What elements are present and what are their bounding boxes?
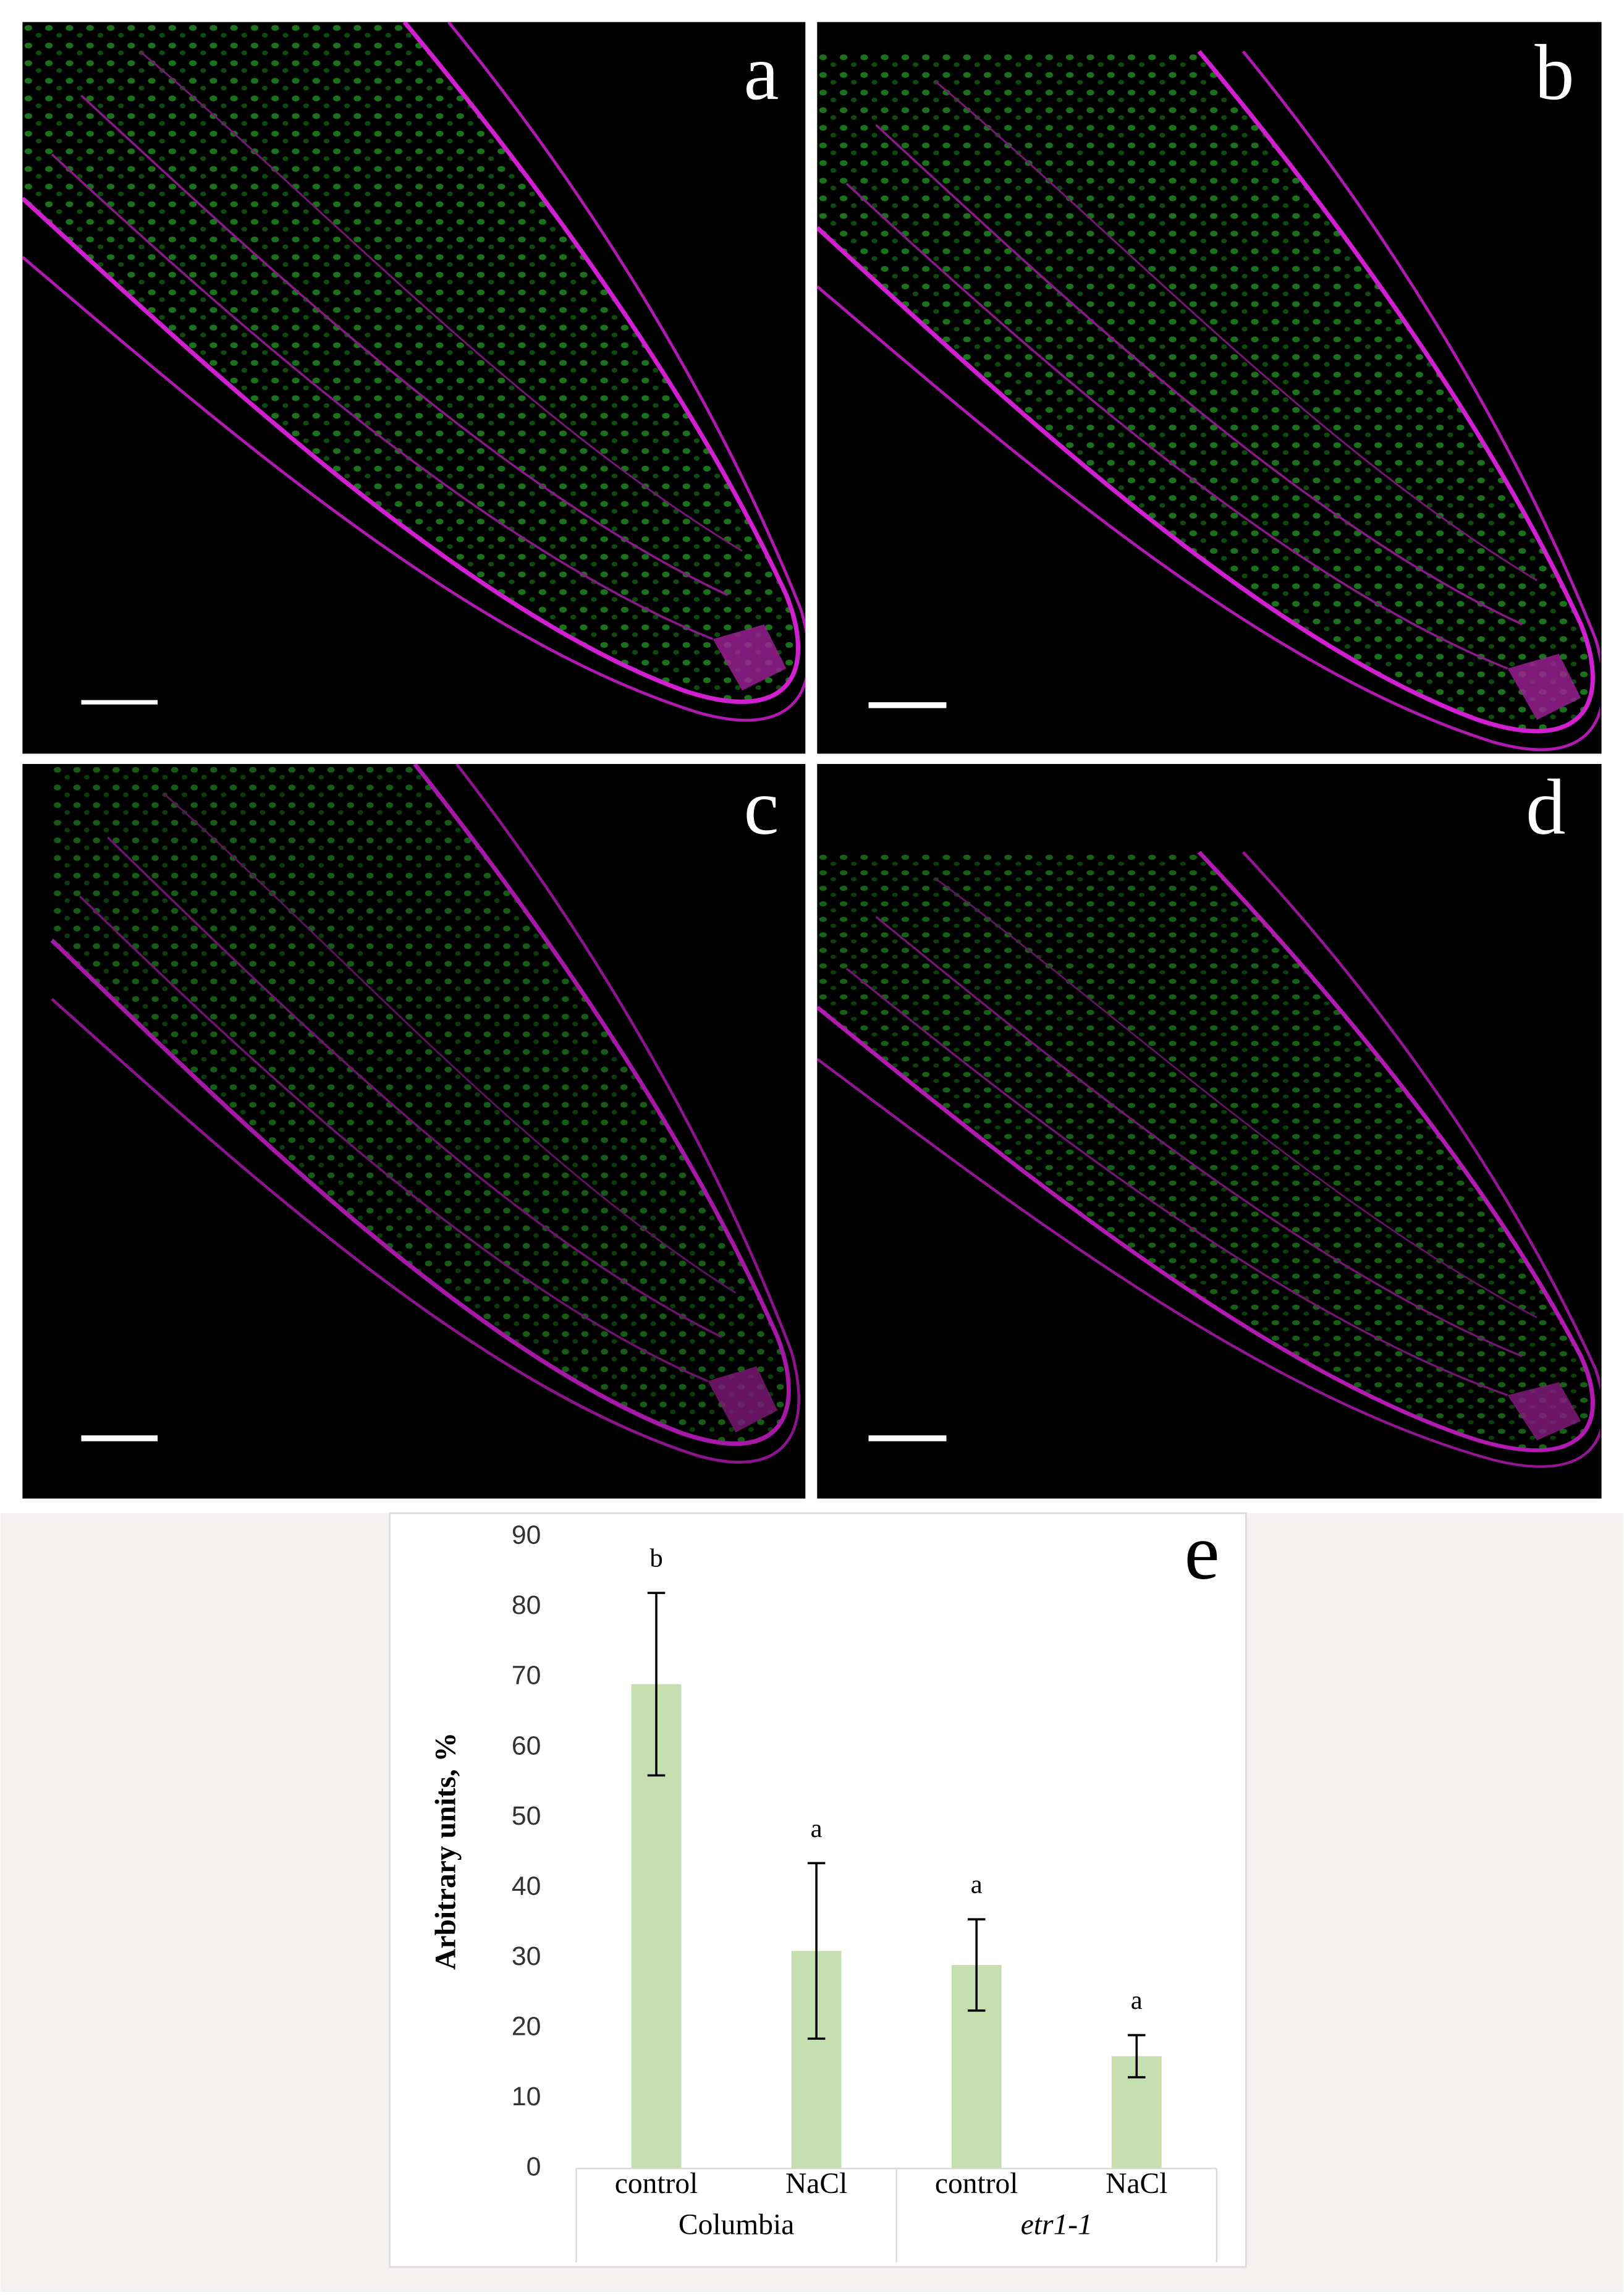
x-tick-label: control [935, 2168, 1018, 2200]
y-tick-label: 50 [512, 1801, 541, 1831]
x-tick-label: NaCl [1106, 2168, 1167, 2200]
y-tick-label: 70 [512, 1661, 541, 1690]
micrograph-b [817, 22, 1602, 754]
x-tick-label: control [615, 2168, 698, 2200]
significance-label: a [811, 1814, 823, 1843]
significance-label: a [971, 1870, 983, 1899]
panel-label: c [744, 763, 779, 851]
y-tick-label: 30 [512, 1941, 541, 1971]
error-bar [1128, 2034, 1146, 2079]
panel-label: b [1534, 28, 1574, 116]
significance-label: b [649, 1544, 662, 1573]
group-label: etr1-1 [1021, 2208, 1093, 2241]
micrograph-d [817, 764, 1602, 1499]
error-bar [647, 1592, 666, 1777]
micrograph-a [22, 22, 806, 754]
y-axis-title: Arbitrary units, % [430, 1733, 462, 1970]
significance-label: a [1131, 1986, 1143, 2015]
panel-label: d [1526, 763, 1565, 851]
panel-label: a [744, 28, 779, 116]
group-label: Columbia [679, 2208, 794, 2241]
y-tick-label: 90 [512, 1521, 541, 1550]
error-bar [807, 1862, 826, 2040]
y-tick-label: 10 [512, 2082, 541, 2111]
y-tick-label: 40 [512, 1871, 541, 1901]
error-bar [967, 1918, 986, 2012]
y-tick-label: 20 [512, 2012, 541, 2042]
y-tick-label: 0 [527, 2152, 541, 2182]
x-tick-label: NaCl [785, 2168, 847, 2200]
y-tick-label: 60 [512, 1731, 541, 1760]
panel-label: e [1185, 1508, 1220, 1596]
micrograph-c [22, 764, 806, 1499]
y-tick-label: 80 [512, 1590, 541, 1620]
